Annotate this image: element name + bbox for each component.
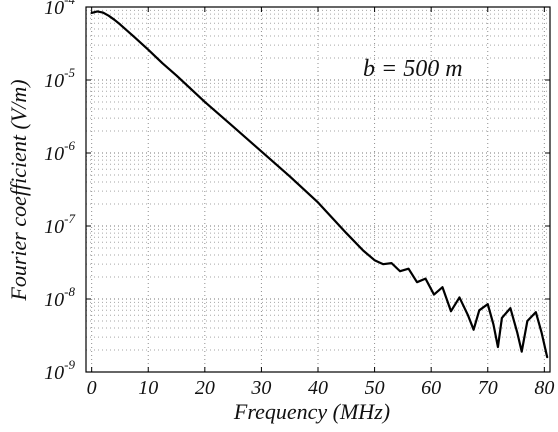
x-tick-label: 0 <box>87 377 97 399</box>
x-tick-label: 60 <box>421 377 441 399</box>
y-tick-label: 10-9 <box>44 357 75 384</box>
y-tick-label: 10-8 <box>44 284 75 311</box>
annotation-b-value: b = 500 m <box>363 56 463 82</box>
y-tick-label-base: 10 <box>44 0 64 19</box>
series-line-0 <box>90 10 549 359</box>
x-tick-label: 80 <box>534 377 554 399</box>
y-axis-label: Fourier coefficient (V/m) <box>6 79 31 301</box>
axis-tick-labels: 0102030405060708010-910-810-710-610-510-… <box>44 0 554 399</box>
x-tick-label: 10 <box>138 377 158 399</box>
y-tick-label-exponent: -8 <box>64 284 75 299</box>
y-tick-label-base: 10 <box>44 289 64 311</box>
y-tick-label: 10-4 <box>44 0 75 19</box>
y-tick-label-base: 10 <box>44 70 64 92</box>
x-tick-label: 30 <box>250 377 271 399</box>
y-tick-label-exponent: -6 <box>64 138 75 153</box>
y-tick-label-exponent: -9 <box>64 357 75 372</box>
x-tick-label: 40 <box>308 377 328 399</box>
y-tick-label-exponent: -5 <box>64 65 75 80</box>
y-tick-label: 10-6 <box>44 138 75 165</box>
data-series-layer <box>90 10 549 359</box>
plot-frame <box>85 6 551 373</box>
y-tick-label: 10-7 <box>44 211 75 238</box>
x-tick-label: 50 <box>365 377 385 399</box>
x-tick-label: 70 <box>478 377 498 399</box>
x-tick-label: 20 <box>195 377 215 399</box>
x-axis-label: Frequency (MHz) <box>233 399 390 424</box>
y-tick-label-base: 10 <box>44 362 64 384</box>
y-tick-label-base: 10 <box>44 143 64 165</box>
y-tick-label-exponent: -7 <box>64 211 75 226</box>
y-tick-label: 10-5 <box>44 65 75 92</box>
y-tick-label-exponent: -4 <box>64 0 75 7</box>
y-tick-label-base: 10 <box>44 216 64 238</box>
